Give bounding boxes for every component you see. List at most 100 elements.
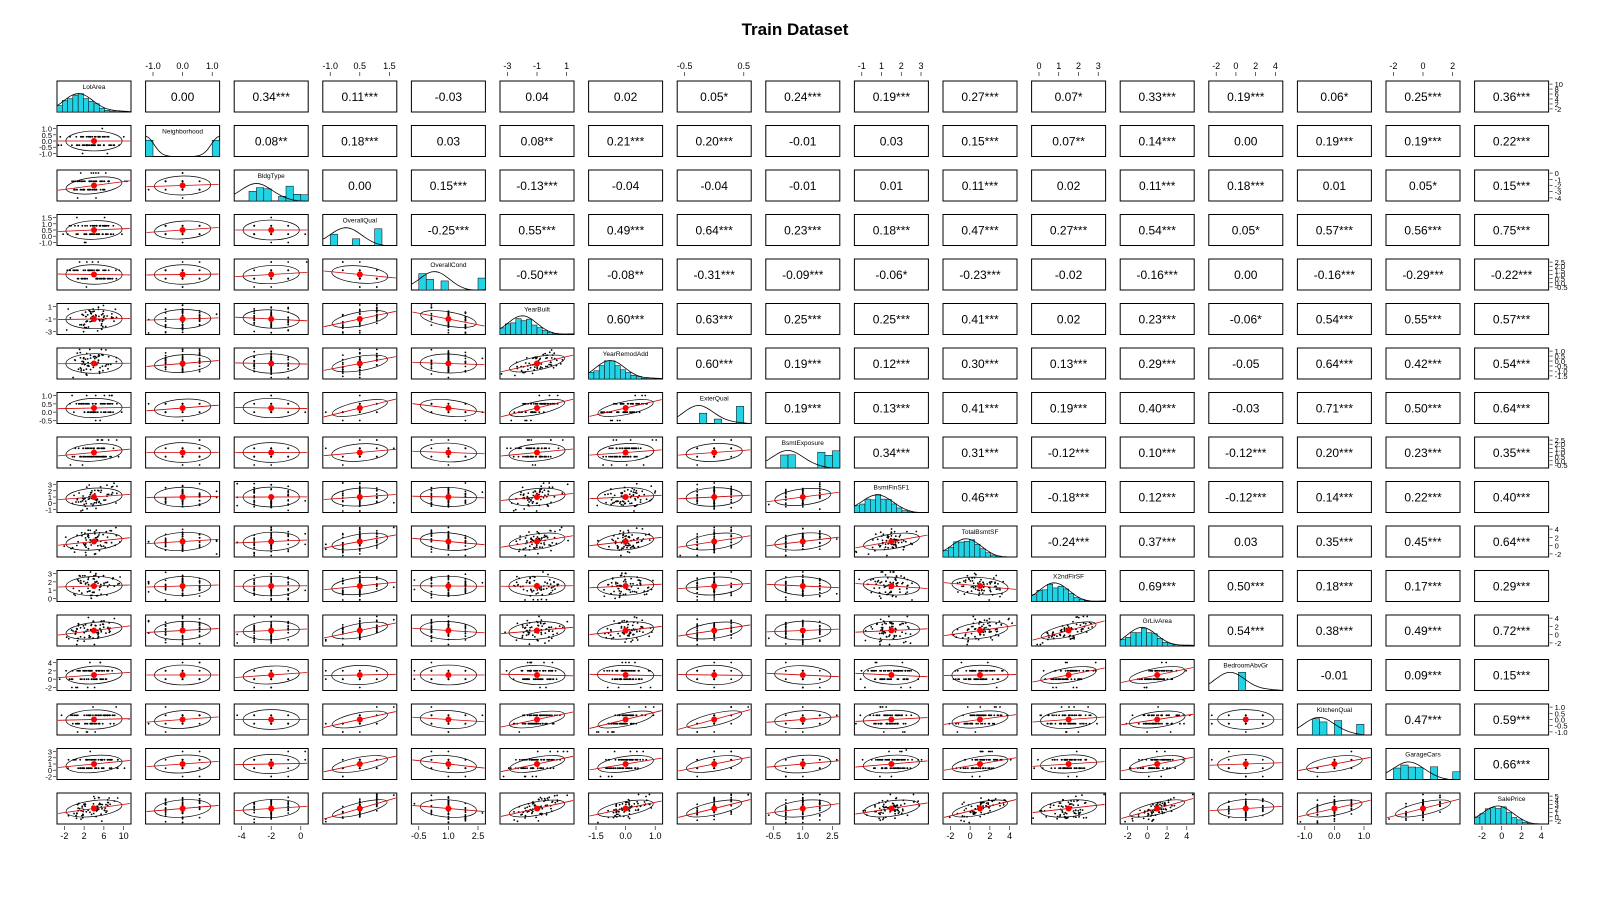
scatter-point bbox=[464, 536, 467, 539]
scatter-point bbox=[115, 277, 118, 280]
scatter-point bbox=[543, 543, 546, 546]
scatter-point bbox=[86, 507, 88, 510]
panel-border bbox=[1031, 392, 1107, 424]
scatter-point bbox=[324, 411, 327, 414]
centroid-point bbox=[534, 494, 540, 500]
scatter-point bbox=[629, 502, 631, 505]
scatter-point bbox=[89, 224, 92, 227]
scatter-point bbox=[106, 315, 108, 317]
scatter-point bbox=[287, 589, 290, 592]
panel-0-7: 0.05* bbox=[676, 80, 752, 113]
centroid-point bbox=[91, 538, 97, 545]
panel-9-14: 0.14*** bbox=[1296, 481, 1372, 513]
scatter-point bbox=[608, 447, 611, 450]
scatter-point bbox=[630, 490, 632, 492]
scatter-point bbox=[75, 501, 77, 503]
scatter-point bbox=[86, 628, 89, 631]
scatter-point bbox=[603, 588, 605, 591]
scatter-point bbox=[287, 376, 290, 379]
scatter-point bbox=[87, 616, 90, 619]
correlation-label: 0.00 bbox=[171, 90, 195, 104]
scatter-point bbox=[627, 529, 630, 532]
scatter-point bbox=[430, 367, 433, 370]
scatter-point bbox=[610, 464, 613, 466]
scatter-point bbox=[554, 588, 556, 590]
scatter-point bbox=[509, 447, 512, 450]
correlation-label: 0.13*** bbox=[873, 402, 911, 416]
scatter-point bbox=[82, 314, 85, 317]
scatter-point bbox=[621, 547, 623, 549]
scatter-point bbox=[624, 544, 627, 547]
panel-4-9: -0.06* bbox=[853, 258, 929, 291]
scatter-point bbox=[108, 402, 111, 405]
scatter-point bbox=[164, 188, 167, 191]
scatter-point bbox=[181, 528, 184, 531]
scatter-point bbox=[270, 354, 273, 356]
scatter-point bbox=[620, 495, 623, 497]
scatter-point bbox=[106, 152, 109, 155]
panel-11-2 bbox=[233, 570, 309, 602]
correlation-label: 0.57*** bbox=[1493, 313, 1531, 327]
scatter-point bbox=[538, 588, 541, 590]
scatter-point bbox=[82, 369, 85, 372]
centroid-point bbox=[799, 583, 806, 589]
scatter-point bbox=[375, 348, 378, 351]
scatter-point bbox=[986, 583, 989, 585]
scatter-point bbox=[625, 455, 627, 458]
scatter-point bbox=[392, 447, 395, 450]
centroid-point bbox=[888, 538, 895, 545]
scatter-point bbox=[164, 331, 167, 334]
scatter-point bbox=[696, 588, 699, 591]
scatter-point bbox=[82, 455, 84, 458]
centroid-point bbox=[268, 316, 275, 322]
centroid-point bbox=[91, 271, 97, 278]
scatter-point bbox=[540, 598, 543, 601]
scatter-point bbox=[547, 490, 549, 492]
scatter-point bbox=[464, 332, 467, 334]
scatter-point bbox=[67, 308, 70, 310]
correlation-label: 0.50*** bbox=[1227, 580, 1265, 594]
correlation-label: 0.00 bbox=[1234, 268, 1258, 282]
scatter-point bbox=[90, 180, 93, 183]
scatter-point bbox=[253, 540, 256, 542]
scatter-point bbox=[99, 455, 102, 458]
centroid-point bbox=[179, 360, 186, 367]
scatter-point bbox=[358, 501, 361, 504]
scatter-point bbox=[643, 593, 646, 596]
scatter-point bbox=[818, 548, 821, 550]
scatter-point bbox=[713, 549, 716, 552]
panel-3-3: OverallQual bbox=[322, 214, 398, 246]
scatter-point bbox=[84, 180, 86, 183]
scatter-point bbox=[93, 357, 96, 360]
scatter-point bbox=[995, 574, 998, 577]
scatter-point bbox=[253, 323, 256, 325]
centroid-point bbox=[445, 316, 452, 322]
scatter-point bbox=[113, 144, 116, 147]
scatter-point bbox=[547, 505, 550, 507]
scatter-point bbox=[533, 366, 536, 368]
scatter-point bbox=[966, 574, 969, 577]
scatter-point bbox=[375, 587, 378, 590]
scatter-point bbox=[324, 447, 327, 450]
scatter-point bbox=[93, 501, 96, 504]
scatter-point bbox=[988, 599, 991, 601]
scatter-point bbox=[876, 580, 879, 583]
panel-border bbox=[942, 258, 1018, 291]
scatter-point bbox=[287, 224, 290, 227]
scatter-point bbox=[561, 439, 564, 441]
scatter-point bbox=[528, 362, 531, 365]
scatter-point bbox=[341, 331, 344, 333]
centroid-point bbox=[445, 405, 452, 411]
scatter-point bbox=[79, 455, 82, 458]
scatter-point bbox=[430, 373, 433, 375]
scatter-point bbox=[561, 492, 564, 495]
scatter-point bbox=[818, 591, 821, 594]
scatter-point bbox=[270, 312, 273, 315]
scatter-point bbox=[634, 491, 637, 494]
scatter-point bbox=[92, 144, 95, 147]
scatter-point bbox=[84, 311, 87, 313]
correlation-label: -0.31*** bbox=[694, 268, 736, 282]
scatter-point bbox=[90, 544, 93, 546]
panel-4-0 bbox=[56, 258, 132, 291]
correlation-ellipse bbox=[509, 354, 565, 373]
